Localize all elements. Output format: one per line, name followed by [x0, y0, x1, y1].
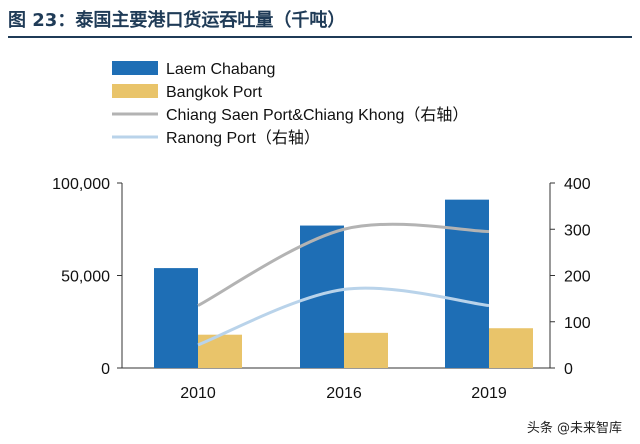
line-series-0 — [197, 222, 490, 307]
bar-1-0 — [198, 334, 242, 368]
lines — [197, 222, 490, 347]
watermark: 头条 @未来智库 — [526, 421, 622, 436]
legend-swatch-0 — [112, 61, 158, 75]
bar-1-1 — [344, 332, 388, 368]
title-rule — [8, 36, 632, 38]
x-tick-label-0: 2010 — [180, 385, 216, 402]
bars — [154, 199, 533, 368]
bar-1-2 — [489, 328, 533, 368]
legend-label-1: Bangkok Port — [166, 84, 263, 101]
y-tick-label-right-2: 200 — [564, 269, 591, 286]
x-tick-label-1: 2016 — [326, 385, 362, 402]
y-tick-label-left-2: 100,000 — [52, 176, 110, 193]
line-series-1 — [197, 286, 490, 347]
bar-0-1 — [300, 225, 344, 368]
bar-0-2 — [445, 199, 489, 368]
bar-0-0 — [154, 268, 198, 368]
y-tick-label-right-0: 0 — [564, 361, 573, 378]
x-tick-label-2: 2019 — [471, 385, 507, 402]
y-tick-label-right-1: 100 — [564, 315, 591, 332]
legend: Laem Chabang Bangkok Port Chiang Saen Port… — [112, 61, 468, 147]
legend-label-0: Laem Chabang — [166, 61, 275, 78]
legend-label-3: Ranong Port（右轴） — [166, 129, 320, 147]
legend-label-2: Chiang Saen Port&Chiang Khong（右轴） — [166, 106, 468, 124]
y-tick-label-left-1: 50,000 — [61, 269, 110, 286]
legend-swatch-1 — [112, 84, 158, 98]
y-tick-label-left-0: 0 — [101, 361, 110, 378]
axes: 0 50,000 100,000 0 100 200 300 400 2010 2016 2019 — [52, 176, 591, 402]
y-tick-label-right-4: 400 — [564, 176, 591, 193]
figure-title: 图 23：泰国主要港口货运吞吐量（千吨） — [8, 10, 346, 31]
y-tick-label-right-3: 300 — [564, 222, 591, 239]
